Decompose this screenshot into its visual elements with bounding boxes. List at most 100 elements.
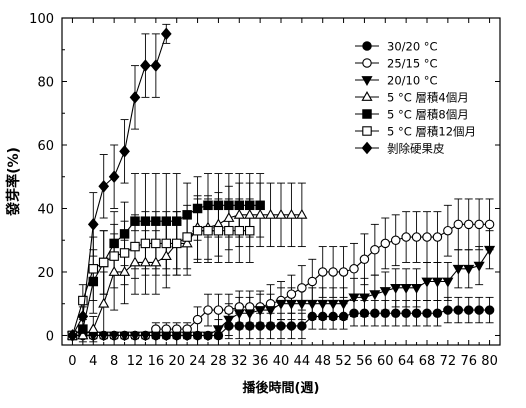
data-point <box>474 219 484 230</box>
data-point <box>160 27 172 41</box>
data-point <box>380 238 391 249</box>
data-point <box>88 264 99 274</box>
data-point <box>432 232 443 242</box>
data-point <box>296 208 308 219</box>
data-point <box>390 283 402 294</box>
data-point <box>192 331 204 342</box>
data-point <box>202 331 214 342</box>
legend-label: 5 °C 層積4個月 <box>387 91 469 105</box>
data-point <box>161 238 172 249</box>
data-point <box>328 267 338 277</box>
data-point <box>370 245 380 255</box>
data-point <box>192 225 203 236</box>
data-point <box>349 264 359 274</box>
legend-label: 25/15 °C <box>387 57 438 71</box>
y-tick-label: 0 <box>46 329 54 344</box>
x-tick-label: 36 <box>252 354 269 369</box>
x-tick-label: 28 <box>210 354 227 369</box>
data-point <box>140 216 151 226</box>
data-point <box>244 200 255 211</box>
data-point <box>182 232 192 242</box>
legend-label: 30/20 °C <box>387 40 438 54</box>
data-point <box>233 208 245 219</box>
data-point <box>473 261 485 272</box>
data-point <box>401 308 411 319</box>
data-point <box>151 238 161 249</box>
data-point <box>130 241 140 252</box>
data-point <box>411 308 422 319</box>
data-point <box>255 321 265 331</box>
data-point <box>400 283 412 294</box>
data-point <box>119 248 130 258</box>
series-5 <box>67 200 265 341</box>
data-point <box>307 276 318 287</box>
data-point <box>108 331 120 342</box>
data-point <box>244 321 255 331</box>
x-tick-label: 76 <box>460 354 477 369</box>
data-point <box>119 331 131 342</box>
x-tick-label: 16 <box>148 354 165 369</box>
series-6 <box>67 225 255 341</box>
data-point <box>203 200 213 211</box>
data-point <box>108 170 120 184</box>
data-point <box>213 225 224 236</box>
data-point <box>359 254 370 265</box>
legend-item: 25/15 °C <box>355 57 438 71</box>
data-point <box>275 208 287 219</box>
data-point <box>161 216 172 226</box>
x-tick-label: 80 <box>481 354 498 369</box>
data-point <box>171 238 182 249</box>
data-point <box>234 321 245 331</box>
x-tick-label: 68 <box>419 354 436 369</box>
data-point <box>421 277 433 288</box>
legend-marker <box>362 126 372 136</box>
data-point <box>130 216 140 226</box>
series-line <box>71 230 250 336</box>
legend: 30/20 °C 25/15 °C 20/10 °C 5 °C 層積4個月 5 °C 層… <box>355 40 476 156</box>
y-tick-label: 60 <box>37 139 54 154</box>
data-point <box>160 331 172 342</box>
x-tick-label: 24 <box>189 354 206 369</box>
data-point <box>234 200 245 211</box>
data-point <box>422 232 432 242</box>
data-point <box>182 210 192 220</box>
data-point <box>150 59 162 72</box>
data-point <box>369 290 381 301</box>
data-point <box>78 295 88 306</box>
data-point <box>160 250 172 261</box>
data-point <box>119 229 130 239</box>
data-point <box>390 235 401 245</box>
legend-marker <box>362 58 372 68</box>
legend-item: 5 °C 層積12個月 <box>355 125 476 139</box>
data-point <box>474 305 484 315</box>
x-tick-label: 8 <box>110 354 118 369</box>
data-point <box>349 308 359 319</box>
data-point <box>171 331 183 342</box>
x-tick-label: 72 <box>440 354 457 369</box>
data-point <box>432 308 443 319</box>
data-point <box>213 200 224 211</box>
legend-marker <box>361 76 373 86</box>
data-point <box>129 331 141 342</box>
legend-label: 剝除硬果皮 <box>387 142 445 156</box>
data-point <box>244 309 256 320</box>
legend-item: 5 °C 層積4個月 <box>355 91 469 105</box>
data-point <box>463 305 474 315</box>
x-tick-label: 56 <box>356 354 373 369</box>
data-point <box>265 306 277 317</box>
data-point <box>244 208 256 219</box>
data-point <box>328 311 338 322</box>
data-point <box>297 283 307 293</box>
y-tick-label: 20 <box>37 266 54 281</box>
legend-item: 5 °C 層積8個月 <box>355 108 469 122</box>
data-point <box>411 283 423 294</box>
data-point <box>192 203 203 214</box>
data-point <box>338 267 349 277</box>
data-point <box>265 321 276 331</box>
data-point <box>348 293 360 304</box>
data-point <box>380 308 391 319</box>
x-tick-label: 20 <box>168 354 185 369</box>
data-point <box>140 59 151 72</box>
data-point <box>139 331 151 342</box>
